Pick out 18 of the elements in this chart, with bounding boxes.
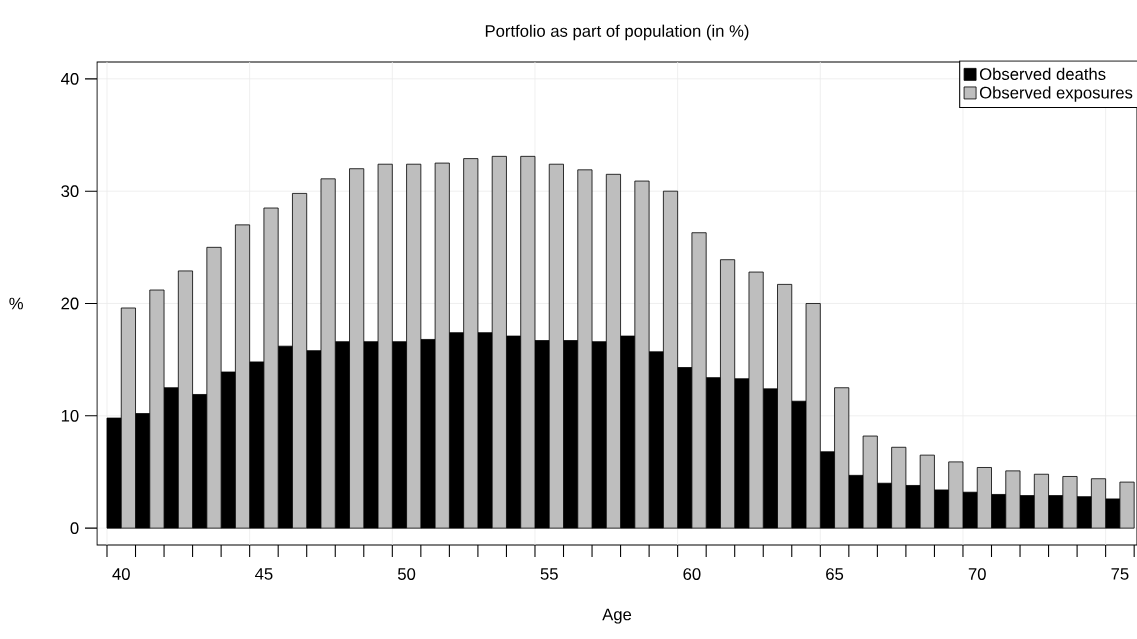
y-tick-label: 0 — [70, 522, 79, 535]
chart-title: Portfolio as part of population (in %) — [485, 24, 749, 41]
x-tick-label: 50 — [397, 568, 416, 580]
y-tick-label: 30 — [61, 185, 79, 198]
x-tick-label: 65 — [826, 568, 844, 580]
y-axis-title: % — [9, 297, 23, 310]
legend-label: Observed exposures — [979, 86, 1133, 102]
x-axis-title: Age — [602, 608, 632, 624]
x-tick-label: 60 — [683, 568, 701, 580]
x-tick-label: 75 — [1111, 568, 1129, 580]
y-tick-label: 40 — [61, 72, 79, 85]
x-tick-label: 70 — [968, 568, 986, 580]
x-tick-label: 45 — [255, 568, 273, 580]
x-tick-label: 40 — [112, 568, 130, 580]
y-tick-label: 20 — [61, 297, 79, 310]
legend-label: Observed deaths — [979, 67, 1106, 80]
x-tick-label: 55 — [540, 568, 558, 580]
y-tick-label: 10 — [61, 409, 79, 422]
